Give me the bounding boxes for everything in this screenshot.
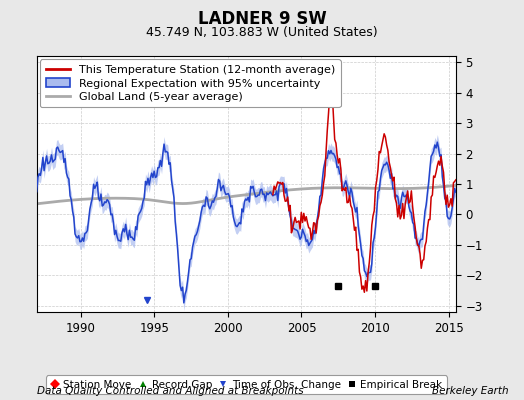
Text: 45.749 N, 103.883 W (United States): 45.749 N, 103.883 W (United States): [146, 26, 378, 39]
Text: Data Quality Controlled and Aligned at Breakpoints: Data Quality Controlled and Aligned at B…: [37, 386, 303, 396]
Text: Berkeley Earth: Berkeley Earth: [432, 386, 508, 396]
Text: LADNER 9 SW: LADNER 9 SW: [198, 10, 326, 28]
Legend: Station Move, Record Gap, Time of Obs. Change, Empirical Break: Station Move, Record Gap, Time of Obs. C…: [46, 376, 447, 394]
